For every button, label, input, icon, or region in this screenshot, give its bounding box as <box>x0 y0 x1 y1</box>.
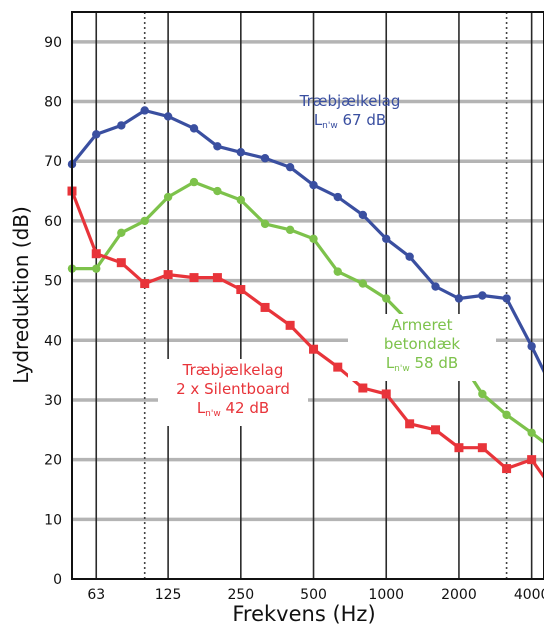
y-tick-label: 80 <box>44 95 62 111</box>
series-point-3 <box>163 270 173 280</box>
y-tick-label: 90 <box>44 35 62 51</box>
series-point-2 <box>213 186 222 196</box>
series-point-1 <box>478 291 487 300</box>
series-point-1 <box>309 180 318 190</box>
x-tick-label: 125 <box>155 587 182 603</box>
annotation-traebjaelkelag-rating: Ln'w 67 dB <box>290 111 410 136</box>
annotation-armeret-title: Armeret betondæk <box>383 316 461 353</box>
y-tick-label: 20 <box>44 453 62 469</box>
rating-value: 67 dB <box>342 111 387 129</box>
x-tick-label: 2000 <box>441 587 477 603</box>
series-point-1 <box>236 148 246 157</box>
series-point-1 <box>431 282 440 291</box>
x-tick-labels: 63 125 250 500 1000 2000 4000 <box>87 587 544 603</box>
plot-frame <box>71 11 544 580</box>
series-point-1 <box>333 192 342 202</box>
series-point-2 <box>92 264 101 273</box>
annotation-armeret-betondaek: Armeret betondæk Ln'w 58 dB <box>348 314 496 381</box>
series-point-1 <box>117 121 126 130</box>
series-point-1 <box>454 294 464 303</box>
series-point-2 <box>478 389 487 399</box>
x-tick-label: 250 <box>227 587 254 603</box>
series-point-1 <box>213 142 222 151</box>
series-point-3 <box>405 419 415 429</box>
series-point-2 <box>382 294 391 303</box>
series-point-1 <box>285 162 295 172</box>
annotation-traebjaelkelag-title: Træbjælkelag <box>299 92 401 110</box>
series-point-2 <box>117 228 126 238</box>
annotation-silentboard: Træbjælkelag 2 x Silentboard Ln'w 42 dB <box>158 359 308 426</box>
series-point-3 <box>527 455 537 465</box>
series-point-3 <box>502 464 512 474</box>
rating-subscript: n'w <box>394 364 410 374</box>
y-tick-label: 40 <box>44 333 62 349</box>
y-axis-label: Lydreduktion (dB) <box>9 206 33 384</box>
y-tick-labels: 0 10 20 30 40 50 60 70 80 90 <box>44 35 62 588</box>
series-point-3 <box>212 273 222 283</box>
series-point-2 <box>163 192 173 202</box>
series-point-2 <box>333 267 342 276</box>
series-point-3 <box>116 258 126 268</box>
series-point-2 <box>285 225 295 235</box>
series-point-3 <box>91 249 101 259</box>
y-tick-label: 50 <box>44 274 62 290</box>
series-point-1 <box>405 252 414 261</box>
series-point-1 <box>92 130 101 139</box>
series-point-3 <box>477 443 487 453</box>
series-point-3 <box>309 344 319 354</box>
series-point-2 <box>527 428 536 437</box>
series-point-1 <box>140 106 149 115</box>
series-point-3 <box>454 443 464 453</box>
x-axis-label: Frekvens (Hz) <box>232 602 375 626</box>
series-point-1 <box>502 294 511 303</box>
series-point-3 <box>381 389 391 399</box>
y-tick-label: 60 <box>44 214 62 230</box>
series-point-3 <box>333 362 343 372</box>
series-point-1 <box>358 210 368 220</box>
rating-symbol: L <box>313 111 323 129</box>
rating-subscript: n'w <box>205 409 221 419</box>
x-tick-label: 1000 <box>368 587 404 603</box>
series-point-3 <box>358 383 368 393</box>
x-tick-label: 500 <box>300 587 327 603</box>
annotation-silentboard-title: Træbjælkelag <box>182 361 284 379</box>
series-point-1 <box>382 234 391 243</box>
x-tick-label: 63 <box>87 587 105 603</box>
series-point-1 <box>260 154 270 163</box>
annotation-armeret-rating: Ln'w 58 dB <box>354 354 490 379</box>
rating-symbol: L <box>385 354 395 372</box>
y-tick-label: 30 <box>44 393 62 409</box>
series-point-2 <box>140 216 149 226</box>
series-point-2 <box>189 177 199 187</box>
y-tick-label: 0 <box>53 572 62 588</box>
series-point-1 <box>527 342 536 351</box>
series-point-1 <box>163 112 173 121</box>
y-tick-label: 10 <box>44 512 62 528</box>
rating-subscript: n'w <box>322 121 338 131</box>
rating-value: 58 dB <box>414 354 459 372</box>
x-tick-label: 4000 <box>514 587 544 603</box>
series-point-1 <box>189 124 199 133</box>
annotation-traebjaelkelag: Træbjælkelag Ln'w 67 dB <box>290 92 410 136</box>
rating-symbol: L <box>196 399 206 417</box>
series-point-2 <box>236 195 246 205</box>
series-point-3 <box>431 425 441 435</box>
series-point-3 <box>189 273 199 283</box>
series-point-3 <box>260 302 270 312</box>
series-point-2 <box>309 234 318 243</box>
series-point-2 <box>260 219 270 229</box>
series-point-3 <box>236 285 246 295</box>
annotation-silentboard-line2: 2 x Silentboard <box>176 380 290 398</box>
annotation-silentboard-rating: Ln'w 42 dB <box>164 399 302 424</box>
series-point-2 <box>502 410 511 420</box>
y-tick-label: 70 <box>44 154 62 170</box>
series-point-2 <box>358 279 368 288</box>
plot-background <box>72 12 544 579</box>
series-point-3 <box>285 320 295 330</box>
rating-value: 42 dB <box>225 399 270 417</box>
series-point-3 <box>140 279 150 289</box>
